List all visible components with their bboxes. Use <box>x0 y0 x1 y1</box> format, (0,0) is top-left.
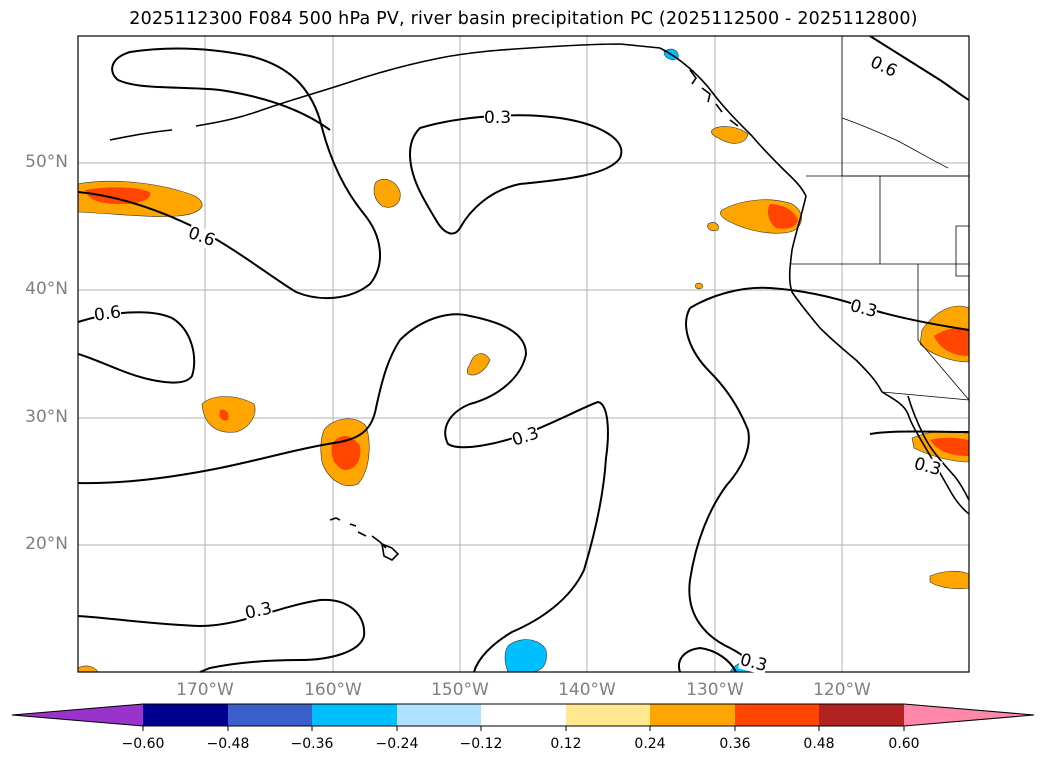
precip-neg-1 <box>504 639 547 673</box>
colorbar-tick: 0.36 <box>719 736 751 752</box>
panhandle-coast <box>659 47 807 197</box>
colorbar-segment <box>397 704 481 726</box>
contour-0.3-east <box>689 286 970 331</box>
colorbar-tick: 0.12 <box>550 736 582 752</box>
precip-shading <box>77 48 970 673</box>
lat-label-20n: 20°N <box>25 534 68 554</box>
contour-0.3-sw-loop <box>678 646 737 673</box>
colorbar-segment <box>735 704 819 726</box>
contour-0.6-north <box>77 47 381 300</box>
colorbar-segment <box>650 704 735 726</box>
colorbar-segment <box>228 704 312 726</box>
lat-label-40n: 40°N <box>25 279 68 299</box>
precip-core-baja <box>930 437 969 456</box>
precip-core-ca <box>934 328 969 356</box>
colorbar-tick: 0.60 <box>888 736 920 752</box>
contour-label: 0.3 <box>484 108 512 128</box>
pv-contours <box>77 35 970 673</box>
bc-islands <box>689 69 739 127</box>
graticule <box>78 36 969 672</box>
precip-core-pnw <box>768 204 798 229</box>
us-west-coast <box>788 195 883 393</box>
precip-area-2 <box>707 222 719 232</box>
lon-label-120w: 120°W <box>813 680 871 700</box>
gulf-coast <box>907 395 970 501</box>
colorbar-tick: −0.48 <box>206 736 250 752</box>
precip-area-mex <box>929 570 970 590</box>
contour-0.3-north <box>408 114 623 235</box>
colorbar-under-extension <box>12 704 143 726</box>
borders <box>790 36 970 401</box>
lon-label-140w: 140°W <box>558 680 616 700</box>
precip-area-1 <box>373 179 401 208</box>
colorbar-segment <box>481 704 566 726</box>
colorbar-tick: −0.60 <box>121 736 165 752</box>
colorbar-tick: −0.36 <box>290 736 334 752</box>
colorbar-tick: 0.24 <box>634 736 666 752</box>
baja-coast <box>881 391 970 515</box>
colorbar-segment <box>566 704 650 726</box>
map-plot <box>77 35 970 673</box>
precip-area-6 <box>466 353 491 376</box>
contour-label: 0.6 <box>92 302 123 326</box>
contour-0.3-south <box>77 598 366 673</box>
colorbar-segment <box>312 704 397 726</box>
colorbar-over-extension <box>904 704 1034 726</box>
contour-0.6-ne <box>869 35 970 101</box>
precip-core-5 <box>331 435 361 470</box>
colorbar-segment <box>143 704 228 726</box>
contour-0.3-baja <box>869 430 970 435</box>
contour-0.3-east-loop <box>685 307 757 673</box>
lon-label-150w: 150°W <box>431 680 489 700</box>
contour-0.6-west <box>77 311 196 384</box>
colorbar-tick: −0.12 <box>459 736 503 752</box>
lon-label-130w: 130°W <box>686 680 744 700</box>
hawaii <box>329 517 400 561</box>
lon-label-160w: 160°W <box>304 680 362 700</box>
contour-0.3-center <box>77 313 609 673</box>
precip-area-7 <box>77 665 99 673</box>
colorbar-segment <box>819 704 904 726</box>
alaska-coast <box>109 43 661 141</box>
lat-label-30n: 30°N <box>25 407 68 427</box>
precip-area-3 <box>711 126 749 144</box>
precip-area-8 <box>695 282 703 290</box>
colorbar-tick: −0.24 <box>375 736 419 752</box>
precip-area-4 <box>201 396 256 433</box>
lat-label-50n: 50°N <box>25 152 68 172</box>
map-frame <box>77 35 970 673</box>
colorbar-outline <box>11 703 1035 727</box>
lon-label-170w: 170°W <box>176 680 234 700</box>
colorbar-tick: 0.48 <box>803 736 835 752</box>
map-title: 2025112300 F084 500 hPa PV, river basin … <box>129 9 918 29</box>
coastlines <box>109 43 970 561</box>
precip-core-4 <box>219 409 229 421</box>
precip-core-nw <box>85 187 151 204</box>
